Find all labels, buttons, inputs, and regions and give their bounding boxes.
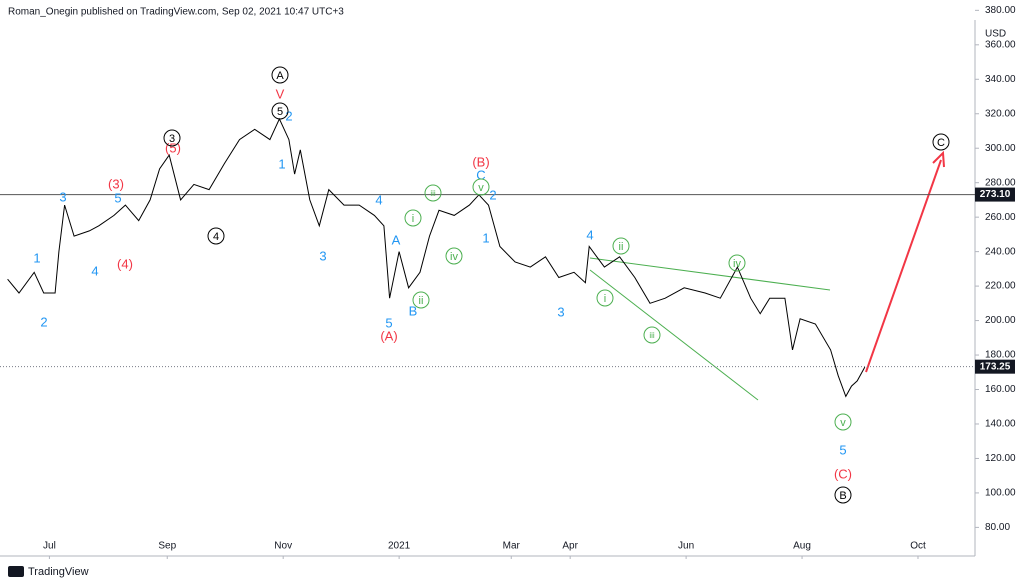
wave-label: (3) <box>108 176 124 191</box>
wave-label: i <box>412 213 414 225</box>
y-tick-label: 320.00 <box>985 108 1016 119</box>
wave-circle <box>424 184 442 202</box>
y-tick-label: 80.00 <box>985 522 1010 533</box>
wave-label: 5 <box>839 442 846 457</box>
wave-circle <box>472 178 490 196</box>
wave-label: iii <box>430 189 436 198</box>
wave-label: 3 <box>169 133 175 145</box>
y-tick-label: 120.00 <box>985 453 1016 464</box>
wave-label: B <box>839 490 846 502</box>
y-tick-label: 300.00 <box>985 143 1016 154</box>
wave-label: 1 <box>482 230 489 245</box>
y-tick-label: 360.00 <box>985 39 1016 50</box>
footer-brand: TradingView <box>28 566 89 578</box>
x-tick-label: Apr <box>562 541 578 552</box>
wave-circle <box>643 326 661 344</box>
logo <box>8 566 24 577</box>
wave-circle <box>412 291 430 309</box>
y-tick-label: 260.00 <box>985 212 1016 223</box>
y-tick-label: 380.00 <box>985 5 1016 16</box>
wave-label: C <box>937 137 945 149</box>
wave-label: ii <box>419 295 424 307</box>
wave-label: 4 <box>375 192 382 207</box>
x-tick-label: Mar <box>503 541 521 552</box>
wave-label: A <box>276 70 284 82</box>
wave-circle <box>612 237 630 255</box>
wave-label: 2 <box>285 108 292 123</box>
y-tick-label: 140.00 <box>985 419 1016 430</box>
wave-circle <box>834 486 852 504</box>
y-tick-label: 340.00 <box>985 74 1016 85</box>
y-tick-label: 200.00 <box>985 315 1016 326</box>
x-tick-label: Jul <box>43 541 56 552</box>
price-tag <box>975 359 1015 374</box>
wave-circle <box>271 102 289 120</box>
wave-label: 3 <box>557 304 564 319</box>
wave-label: 2 <box>40 314 47 329</box>
x-tick-label: Sep <box>158 541 176 552</box>
currency-label: USD <box>985 29 1006 40</box>
trend-line <box>589 257 831 291</box>
wave-label: 2 <box>489 187 496 202</box>
wave-circle <box>834 413 852 431</box>
x-tick-label: Nov <box>274 541 292 552</box>
wave-circle <box>445 247 463 265</box>
wave-label: 4 <box>91 263 98 278</box>
x-tick-label: Jun <box>678 541 694 552</box>
wave-label: (C) <box>834 466 852 481</box>
price-line-series <box>7 117 866 398</box>
wave-label: 5 <box>277 106 283 118</box>
projection-arrow-head <box>932 150 945 168</box>
wave-circle <box>596 289 614 307</box>
wave-label: 1 <box>33 250 40 265</box>
wave-label: iii <box>649 331 655 340</box>
wave-label: C <box>476 167 485 182</box>
wave-label: 4 <box>586 227 593 242</box>
wave-label: 5 <box>114 190 121 205</box>
chart-title: Roman_Onegin published on TradingView.co… <box>8 7 344 18</box>
wave-label: 1 <box>278 156 285 171</box>
wave-label: 3 <box>319 248 326 263</box>
wave-label: (A) <box>380 328 397 343</box>
wave-label: i <box>604 293 606 305</box>
wave-label: (B) <box>472 154 489 169</box>
wave-circle <box>728 254 746 272</box>
price-tag <box>975 187 1015 202</box>
y-tick-label: 100.00 <box>985 488 1016 499</box>
x-tick-label: Oct <box>910 541 926 552</box>
y-tick-label: 220.00 <box>985 281 1016 292</box>
price-tag-label: 273.10 <box>980 189 1011 200</box>
wave-circle <box>163 129 181 147</box>
wave-label: iv <box>733 258 741 270</box>
y-tick-label: 160.00 <box>985 384 1016 395</box>
price-tag-label: 173.25 <box>980 361 1011 372</box>
wave-circle <box>207 227 225 245</box>
y-tick-label: 180.00 <box>985 350 1016 361</box>
wave-label: 5 <box>385 315 392 330</box>
wave-label: ii <box>619 241 624 253</box>
wave-label: V <box>276 86 285 101</box>
trend-line <box>589 269 759 401</box>
wave-circle <box>271 66 289 84</box>
y-tick-label: 240.00 <box>985 246 1016 257</box>
wave-label: 4 <box>213 231 219 243</box>
wave-label: v <box>840 417 846 429</box>
y-tick-label: 280.00 <box>985 177 1016 188</box>
x-tick-label: Aug <box>793 541 811 552</box>
projection-arrow <box>865 159 942 373</box>
wave-label: v <box>478 182 484 194</box>
wave-label: B <box>409 303 418 318</box>
wave-circle <box>404 209 422 227</box>
x-tick-label: 2021 <box>388 541 411 552</box>
wave-label: (4) <box>117 256 133 271</box>
wave-label: 3 <box>59 189 66 204</box>
wave-label: A <box>392 232 401 247</box>
wave-label: iv <box>450 251 458 263</box>
wave-circle <box>932 133 950 151</box>
